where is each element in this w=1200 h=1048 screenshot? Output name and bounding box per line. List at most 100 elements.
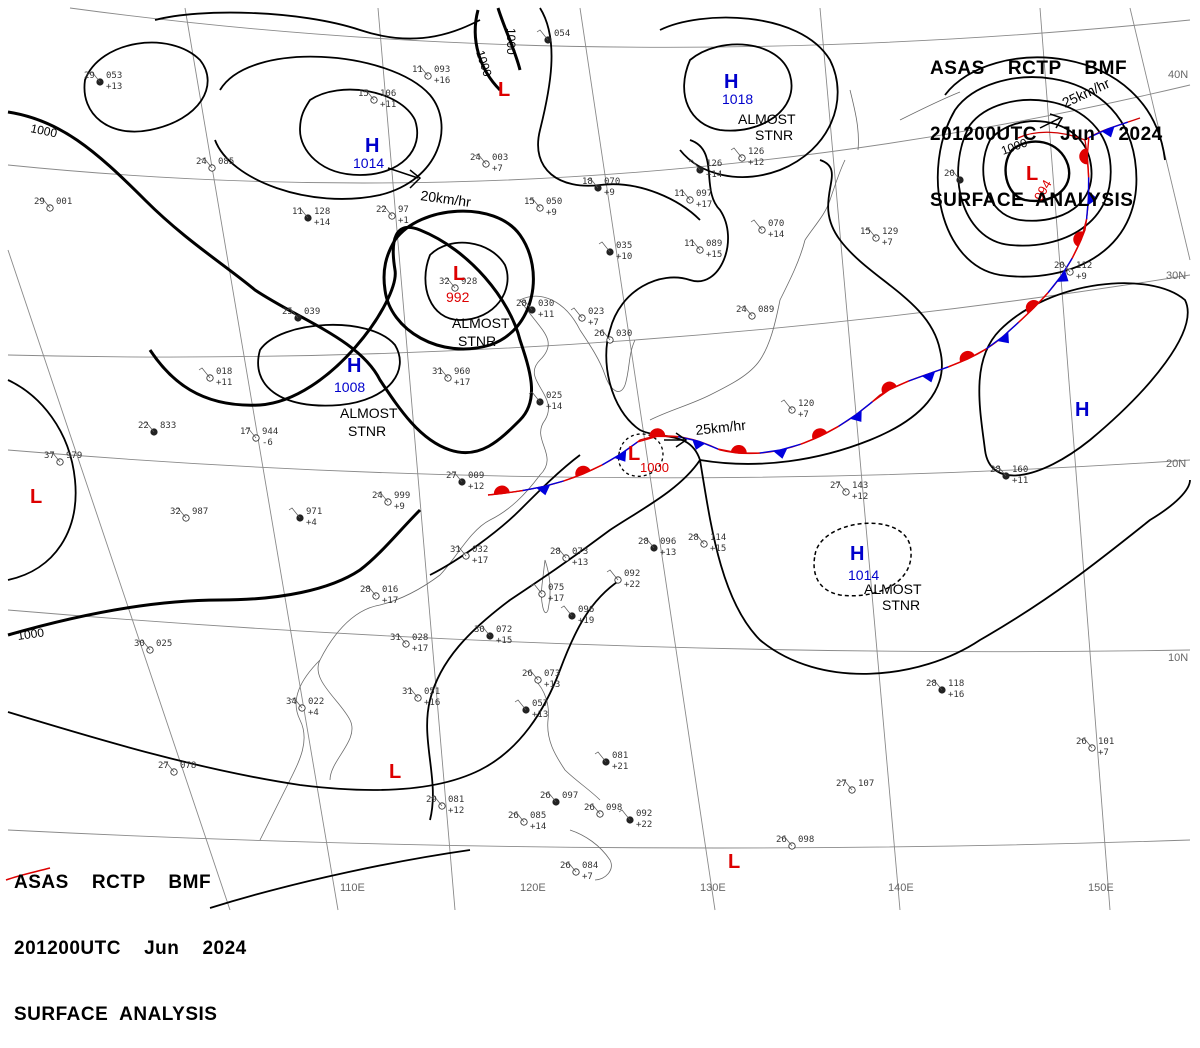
station-tendency: +17 (548, 594, 564, 604)
station-tendency: +17 (472, 556, 488, 566)
almost-stnr-note: ALMOST STNR (452, 315, 513, 349)
station-temperature: 31 (390, 633, 401, 643)
warm-front-segment (1018, 292, 1049, 323)
station-tendency: +10 (616, 252, 632, 262)
header-bottom-line2: 201200UTC Jun 2024 (14, 938, 247, 959)
isobar-h1008 (257, 323, 401, 407)
station-temperature: 22 (376, 205, 387, 215)
meridian-140e (819, 7, 901, 911)
low-center-992: L 992 ALMOST STNR (446, 263, 513, 349)
station-temperature: 31 (432, 367, 443, 377)
warm-front-semicircle-icon (575, 465, 591, 477)
wind-barb-icon (380, 205, 393, 217)
wind-barb-icon (88, 71, 101, 83)
station-temperature: 27 (830, 481, 841, 491)
station-pressure: 092 (624, 569, 640, 579)
station-temperature: 22 (138, 421, 149, 431)
station-tendency: +12 (468, 482, 484, 492)
low-center-west: L (30, 486, 42, 508)
station-pressure: 057 (532, 699, 548, 709)
wind-barb-icon (526, 669, 539, 681)
station-plot: 20 112+9 (1054, 261, 1092, 282)
occluded-front-arc (1017, 131, 1086, 141)
station-plot: 32 928 (439, 277, 477, 292)
meridian-120e (377, 7, 456, 911)
warm-front-segment (563, 464, 603, 482)
station-temperature: 28 (638, 537, 649, 547)
station-pressure: 009 (468, 471, 484, 481)
station-plot: 28 096+13 (638, 537, 676, 558)
wind-barb-icon (290, 697, 303, 709)
station-pressure: 084 (582, 861, 598, 871)
station-temperature: 26 (508, 811, 519, 821)
warm-front-semicircle-icon (1079, 148, 1089, 165)
wind-barb-icon (750, 219, 763, 231)
wind-barb-icon (586, 177, 599, 189)
station-temperature: 30 (474, 625, 485, 635)
station-pressure: 035 (616, 241, 632, 251)
warm-front-segment (800, 425, 839, 445)
station-plot: 15 106+11 (358, 89, 396, 110)
station-temperature: 25 (282, 307, 293, 317)
station-plot: 17 944-6 (240, 427, 278, 448)
station-pressure: 018 (216, 367, 232, 377)
station-temperature: 24 (372, 491, 383, 501)
station-plot: 26 097 (540, 791, 578, 806)
station-temperature: 27 (836, 779, 847, 789)
station-plot: 11 093+16 (412, 65, 450, 86)
warm-front-segment (872, 380, 909, 403)
station-temperature: 28 (926, 679, 937, 689)
station-pressure: 085 (218, 157, 234, 167)
wind-barb-icon (296, 207, 309, 219)
station-temperature: 11 (674, 189, 685, 199)
station-plot: 28 030+11 (516, 299, 554, 320)
wind-barb-icon (142, 421, 155, 433)
station-tendency: +17 (696, 200, 712, 210)
station-tendency: +11 (538, 310, 554, 320)
wind-barb-icon (1080, 737, 1093, 749)
pressure-systems: H 1014 H 1018 ALMOST STNR L L 992 ALMOST… (30, 71, 1089, 873)
high-pressure-value: 1008 (334, 379, 365, 395)
header-top-line1: ASAS RCTP BMF (930, 58, 1128, 79)
almost-stnr-note: ALMOST STNR (738, 111, 799, 143)
station-temperature: 26 (560, 861, 571, 871)
isobar-1000-left-low (7, 508, 422, 637)
station-pressure: 118 (948, 679, 964, 689)
coast-japan (649, 239, 806, 421)
station-tendency: +9 (394, 502, 405, 512)
meridian-100e (7, 249, 231, 911)
station-pressure: 030 (616, 329, 632, 339)
wind-barb-icon (454, 545, 467, 557)
station-temperature: 28 (516, 299, 527, 309)
station-pressure: 028 (412, 633, 428, 643)
station-tendency: +11 (1012, 476, 1028, 486)
station-pressure: 078 (180, 761, 196, 771)
station-plot: 32 987 (170, 507, 208, 522)
isobar-pacific-south (699, 459, 1191, 675)
station-tendency: +17 (382, 596, 398, 606)
motion-label-l992: 20km/hr (420, 187, 473, 210)
station-plot: 30 072+15 (474, 625, 512, 646)
station-temperature: 20 (1054, 261, 1065, 271)
station-temperature: 30 (134, 639, 145, 649)
station-temperature: 18 (582, 177, 593, 187)
warm-front-segment (1086, 137, 1090, 178)
wind-barb-icon (560, 605, 573, 617)
station-plot: 24 089 (736, 305, 774, 320)
station-tendency: +4 (308, 708, 319, 718)
motion-label-l1000: 25km/hr (695, 417, 747, 438)
station-plot: 28 114+15 (688, 533, 726, 554)
coast-mindanao (569, 829, 612, 881)
station-tendency: +14 (546, 402, 562, 412)
station-plot: 27 078 (158, 761, 196, 776)
station-plot: 26 030 (594, 329, 632, 344)
isobar-l994-5 (944, 56, 1166, 161)
warm-front-segment (948, 348, 987, 368)
station-pressure: 979 (66, 451, 82, 461)
coast-china (317, 299, 549, 781)
isobar-label: 1000 (29, 121, 58, 140)
low-center-1000: L (628, 443, 640, 465)
grid-labels: 110E 120E 130E 140E 150E 40N 30N 20N 10N (340, 69, 1188, 894)
cold-front-segment (908, 366, 949, 382)
almost-stnr-note: ALMOST STNR (864, 581, 925, 613)
